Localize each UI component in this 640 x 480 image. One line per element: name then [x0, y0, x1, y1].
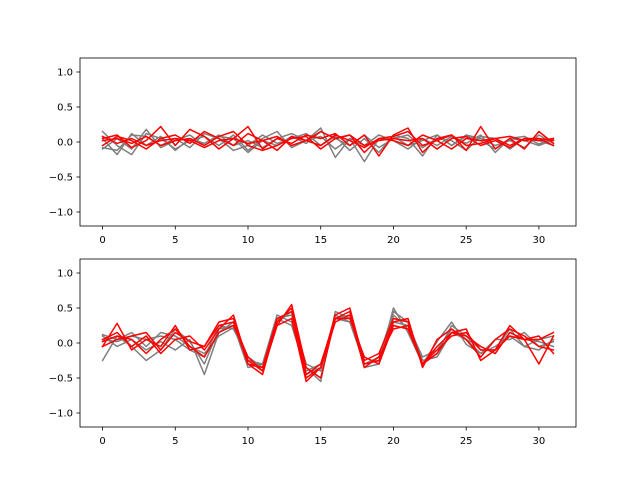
- top-subplot: 0 5 10 15 20 25 30 −1.0 −0.5 0.0 0.5 1.0: [49, 57, 577, 246]
- x-tick-label: 20: [387, 436, 400, 447]
- y-tick-label: 0.5: [57, 103, 73, 114]
- y-tick-label: 1.0: [57, 269, 73, 280]
- x-tick-label: 20: [387, 235, 400, 246]
- bottom-subplot: 0 5 10 15 20 25 30 −1.0 −0.5 0.0 0.5 1.0: [49, 258, 577, 447]
- x-tick-label: 30: [533, 235, 546, 246]
- y-tick-label: 0.0: [57, 138, 73, 149]
- x-tick-label: 30: [533, 436, 546, 447]
- y-tick-label: 1.0: [57, 68, 73, 79]
- y-tick-label: 0.5: [57, 304, 73, 315]
- series-line-red-8: [101, 314, 555, 383]
- x-tick-label: 5: [172, 235, 178, 246]
- series-line-red-5: [101, 125, 555, 157]
- series-line-red-7: [101, 134, 555, 150]
- series-line-red-7: [101, 307, 555, 376]
- x-tick-label: 15: [314, 235, 327, 246]
- x-tick-label: 25: [460, 436, 473, 447]
- x-tick-label: 15: [314, 436, 327, 447]
- x-tick-label: 0: [99, 436, 105, 447]
- y-tick-label: −0.5: [49, 173, 73, 184]
- series-line-red-8: [101, 130, 555, 152]
- y-tick-label: 0.0: [57, 339, 73, 350]
- x-tick-label: 5: [172, 436, 178, 447]
- x-tick-label: 10: [242, 436, 255, 447]
- y-tick-label: −1.0: [49, 409, 73, 420]
- x-tick-label: 0: [99, 235, 105, 246]
- y-tick-label: −1.0: [49, 208, 73, 219]
- series-group: [101, 125, 555, 163]
- y-tick-label: −0.5: [49, 374, 73, 385]
- x-tick-label: 25: [460, 235, 473, 246]
- x-tick-label: 10: [242, 235, 255, 246]
- series-group: [101, 303, 555, 383]
